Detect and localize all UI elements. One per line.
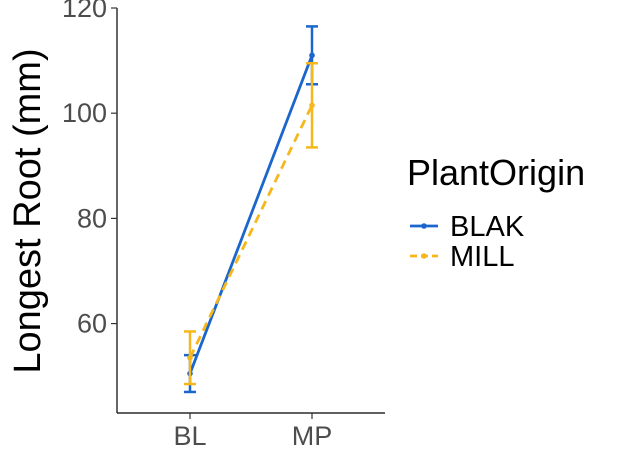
y-tick-label: 60 bbox=[77, 309, 107, 339]
legend-item-blak: BLAK bbox=[410, 211, 525, 243]
y-axis-title: Longest Root (mm) bbox=[7, 48, 49, 373]
data-point-mill bbox=[187, 354, 193, 361]
y-tick-label: 100 bbox=[62, 98, 107, 128]
data-point-mill bbox=[309, 102, 315, 109]
legend-key-point bbox=[421, 253, 427, 259]
ticks: 60 80 100 120 BL MP bbox=[62, 0, 332, 451]
data-point-blak bbox=[309, 52, 315, 59]
x-tick-label: MP bbox=[292, 421, 333, 451]
plot-area bbox=[184, 25, 318, 394]
legend-key-point bbox=[421, 223, 427, 229]
legend-title: PlantOrigin bbox=[407, 152, 585, 193]
series-line-mill bbox=[188, 104, 314, 359]
y-tick-label: 80 bbox=[77, 203, 107, 233]
x-tick-label: BL bbox=[173, 421, 206, 451]
axes bbox=[116, 8, 385, 414]
legend-item-mill: MILL bbox=[410, 241, 514, 273]
legend-label: MILL bbox=[450, 241, 514, 273]
y-tick-label: 120 bbox=[62, 0, 107, 23]
legend-label: BLAK bbox=[450, 211, 525, 243]
series-line-blak bbox=[188, 54, 314, 375]
